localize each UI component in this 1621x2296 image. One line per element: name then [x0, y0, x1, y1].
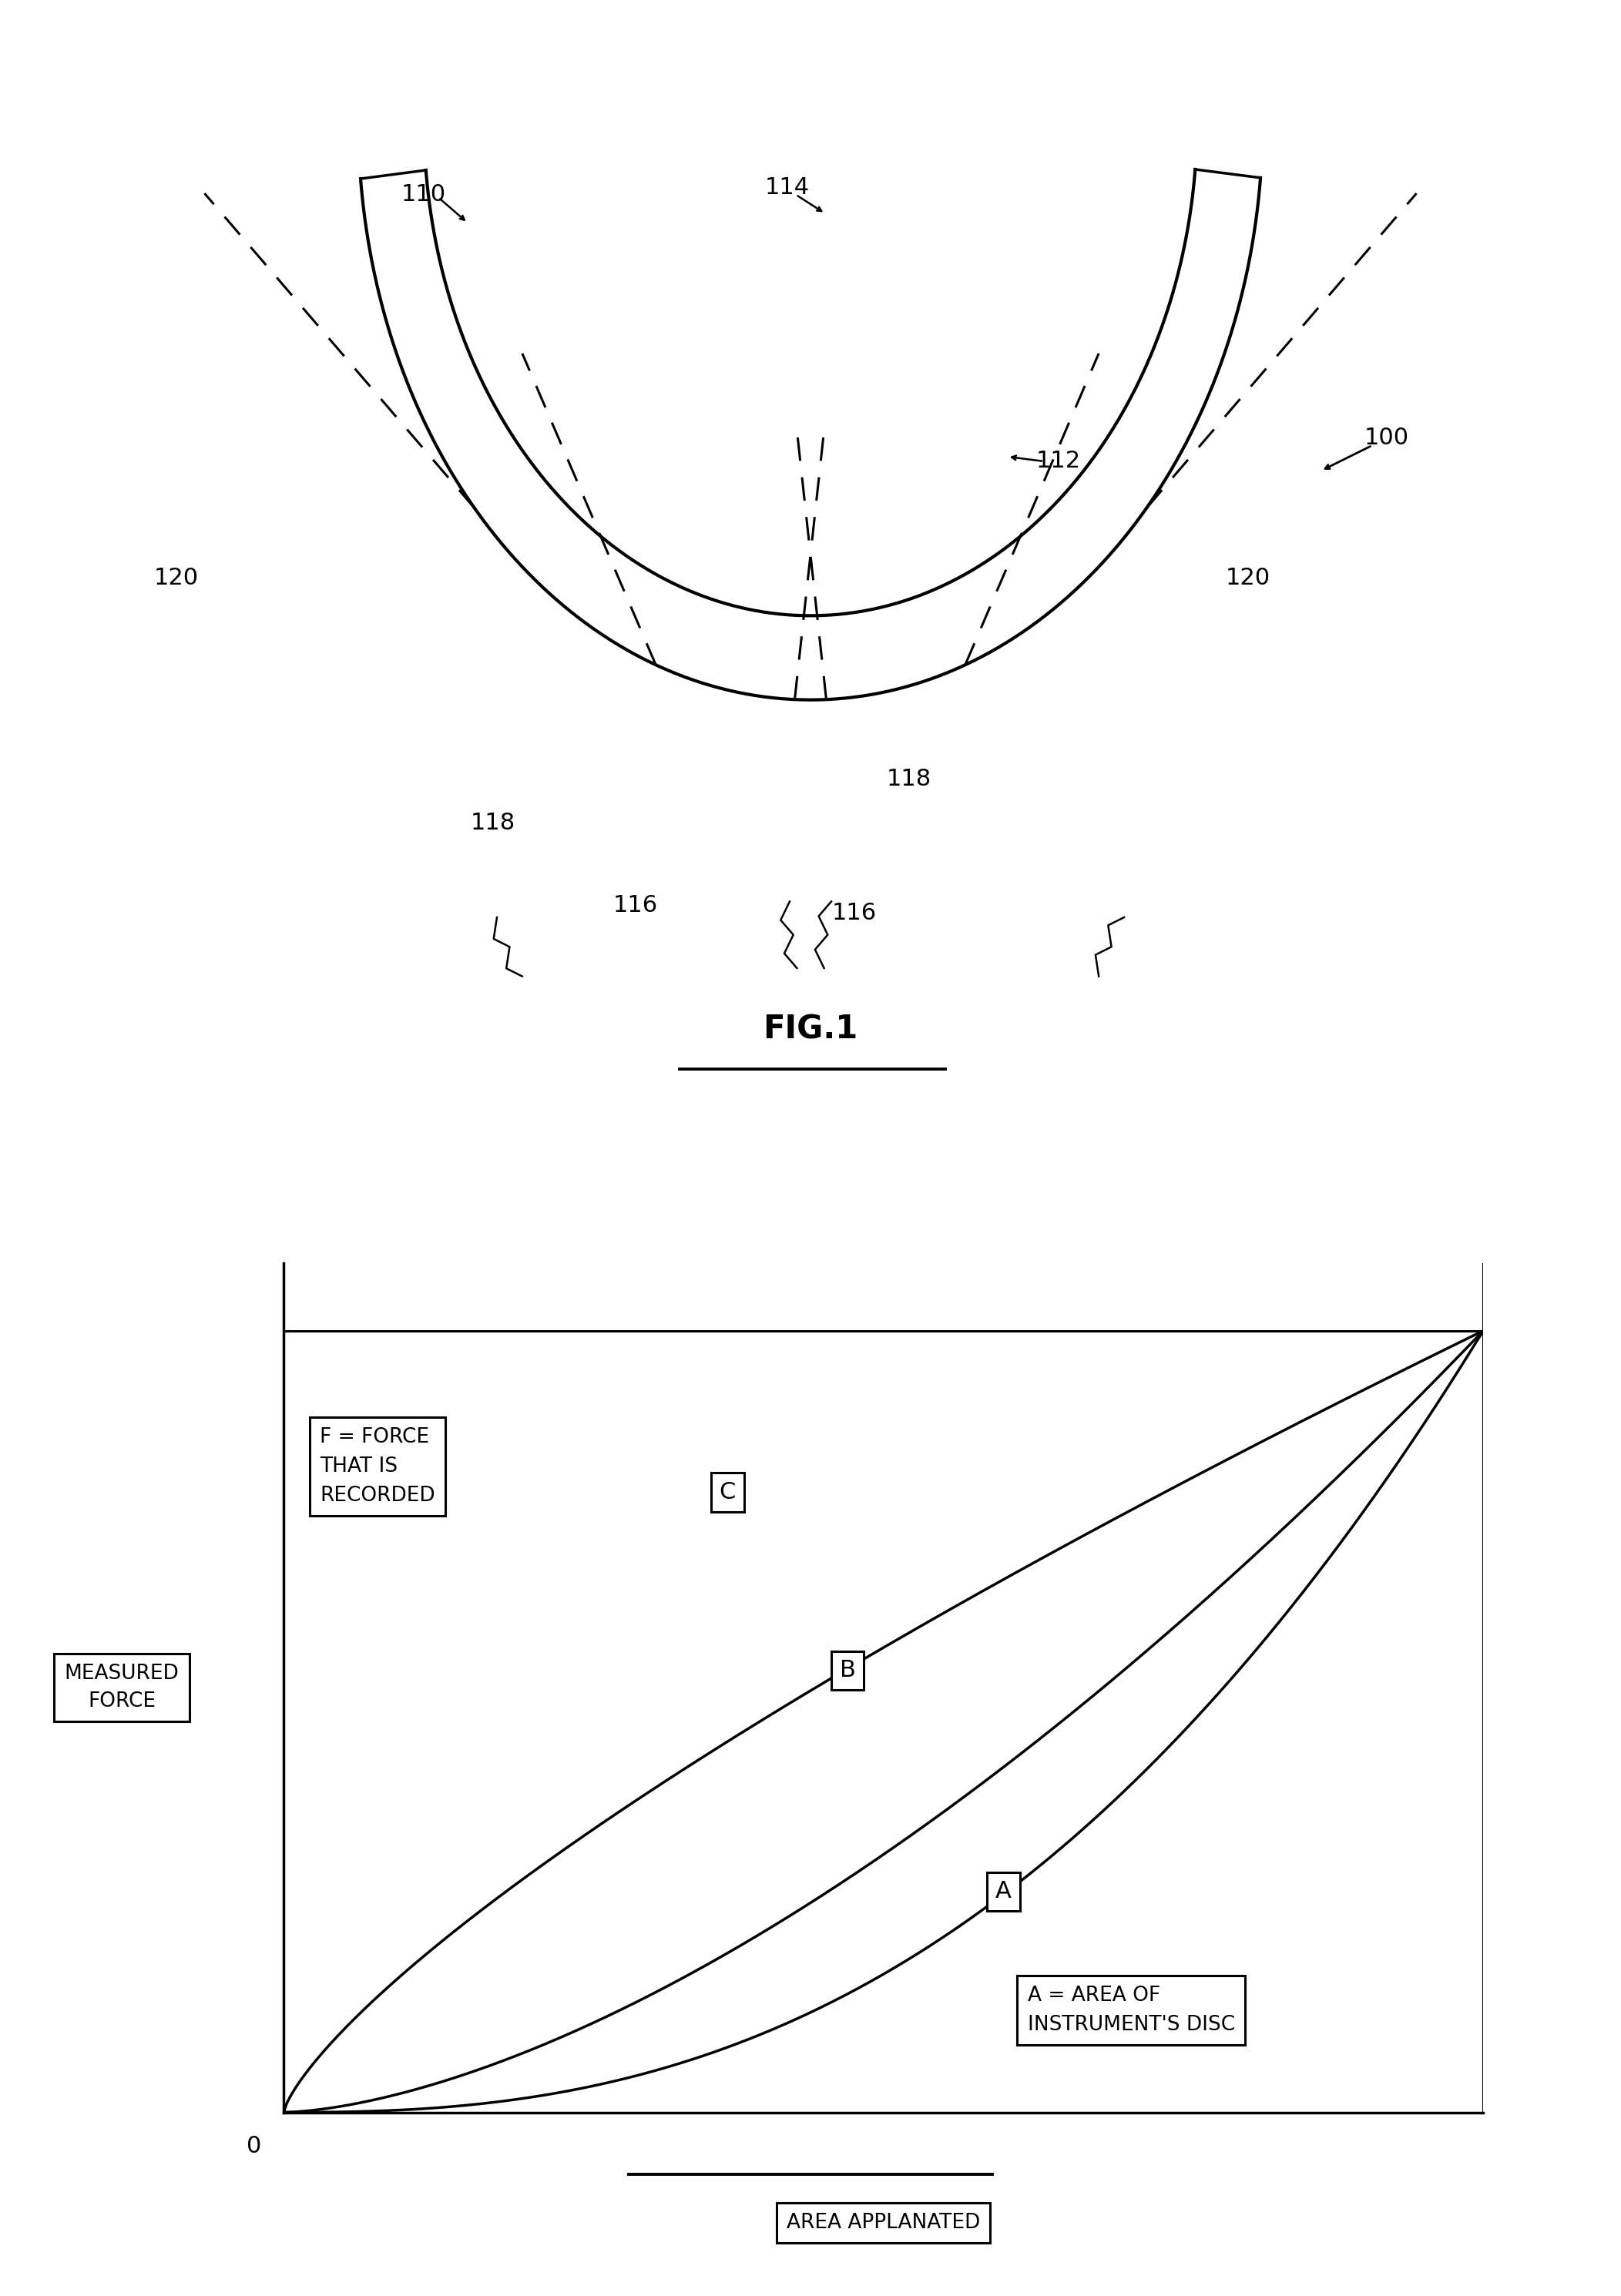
Text: A: A [995, 1880, 1012, 1903]
Text: 116: 116 [832, 902, 877, 925]
Text: AREA APPLANATED: AREA APPLANATED [786, 2213, 981, 2232]
Text: 118: 118 [470, 813, 515, 833]
Text: A = AREA OF
INSTRUMENT'S DISC: A = AREA OF INSTRUMENT'S DISC [1028, 1986, 1235, 2034]
Text: 120: 120 [1225, 567, 1271, 590]
Text: B: B [840, 1660, 856, 1681]
Text: MEASURED
FORCE: MEASURED FORCE [65, 1665, 178, 1711]
Text: 120: 120 [154, 567, 198, 590]
Text: 114: 114 [765, 177, 809, 197]
Text: 112: 112 [1036, 450, 1081, 473]
Text: FIG.1: FIG.1 [763, 1013, 858, 1045]
Text: 110: 110 [402, 184, 446, 207]
Text: 0: 0 [246, 2135, 261, 2158]
Text: 118: 118 [887, 769, 932, 790]
Text: F = FORCE
THAT IS
RECORDED: F = FORCE THAT IS RECORDED [319, 1428, 434, 1506]
Text: 116: 116 [613, 895, 658, 916]
Text: 100: 100 [1365, 427, 1409, 450]
Text: C: C [720, 1481, 736, 1504]
